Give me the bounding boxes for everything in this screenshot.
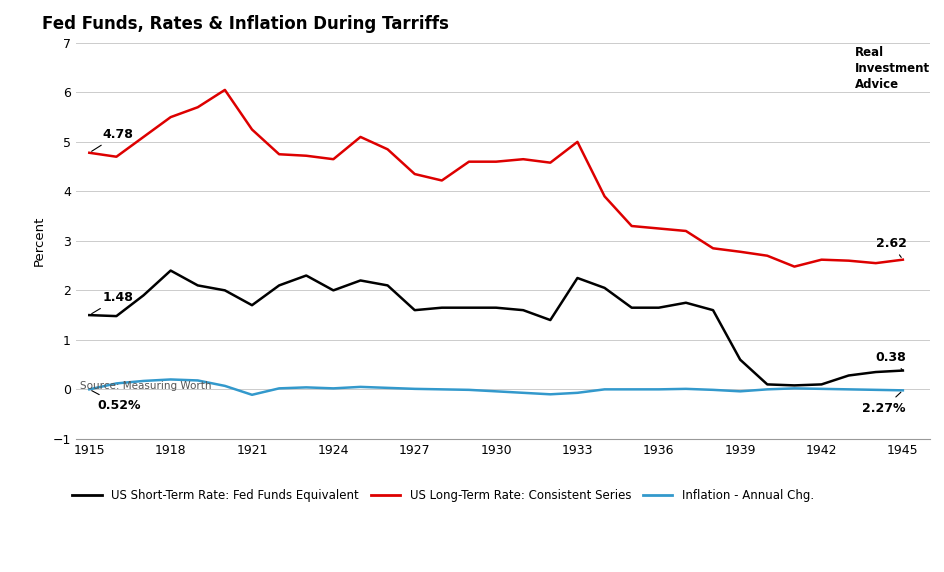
Text: 0.52%: 0.52%	[92, 391, 141, 412]
Text: 4.78: 4.78	[92, 128, 134, 151]
Text: Source: Measuring Worth: Source: Measuring Worth	[80, 382, 211, 391]
Text: 0.38: 0.38	[875, 351, 905, 371]
Text: 2.27%: 2.27%	[861, 392, 904, 415]
Text: Real
Investment
Advice: Real Investment Advice	[854, 46, 929, 91]
Legend: US Short-Term Rate: Fed Funds Equivalent, US Long-Term Rate: Consistent Series, : US Short-Term Rate: Fed Funds Equivalent…	[67, 484, 818, 507]
Y-axis label: Percent: Percent	[32, 216, 45, 266]
Text: 2.62: 2.62	[875, 237, 905, 257]
Text: 1.48: 1.48	[92, 291, 134, 313]
Text: Fed Funds, Rates & Inflation During Tarriffs: Fed Funds, Rates & Inflation During Tarr…	[42, 15, 448, 33]
